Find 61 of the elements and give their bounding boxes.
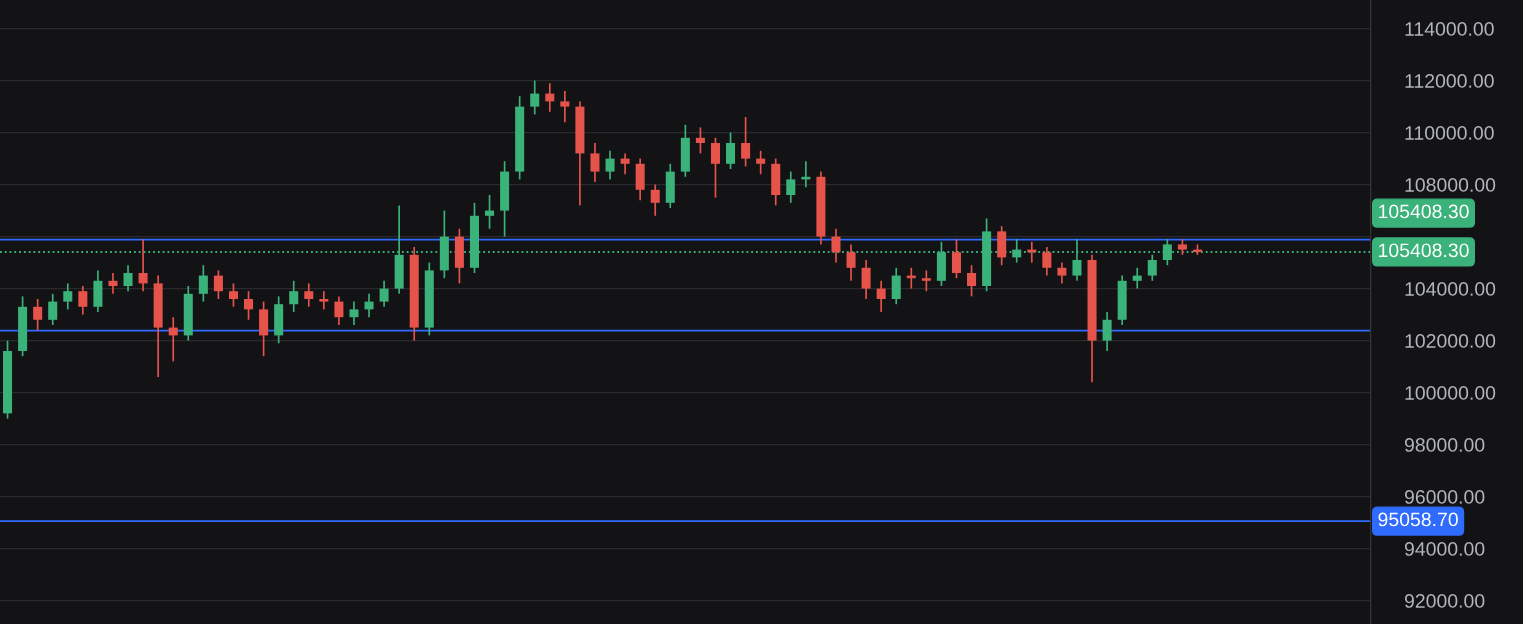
candlestick [710,136,720,199]
candlestick [48,292,58,326]
candlestick [530,79,540,116]
candlestick [861,259,871,300]
y-tick-label: 108000.00 [1405,178,1496,192]
candlestick [123,264,133,293]
candlestick [138,238,148,293]
candlestick [485,194,495,230]
candlestick [620,152,630,176]
candlestick [560,90,570,124]
candlestick [198,264,208,303]
candlestick [921,269,931,293]
candlestick [726,131,736,170]
candlestick [379,279,389,308]
candlestick [244,290,254,321]
candlestick [334,295,344,326]
candlestick [108,272,118,295]
candlestick [304,282,314,308]
y-tick-label: 104000.00 [1405,282,1496,296]
ref-line-label: 95058.70 [1378,512,1458,527]
candlestick [756,149,766,176]
candlestick [605,149,615,181]
candlestick [33,298,43,332]
candlestick [213,269,223,300]
y-tick-label: 102000.00 [1405,334,1496,348]
candlestick [1132,266,1142,290]
candlestick [786,170,796,204]
candlestick [1102,311,1112,352]
y-tick-label: 96000.00 [1404,490,1485,504]
candlestick [63,282,73,311]
candlestick [695,126,705,155]
candlestick [650,183,660,217]
y-tick-label: 114000.00 [1405,22,1494,36]
candlestick [1042,246,1052,277]
candlestick [1147,253,1157,282]
candlestick [876,279,886,313]
candlestick [741,116,751,168]
y-tick-label: 100000.00 [1405,386,1496,400]
y-tick-label: 94000.00 [1404,542,1485,556]
candlestick [590,142,600,183]
candlestick [1057,261,1067,285]
candlestick [319,290,329,311]
y-tick-label: 110000.00 [1405,126,1494,140]
candlestick [349,300,359,326]
candlestick [168,316,178,363]
candlestick [364,292,374,319]
candlestick [1072,238,1082,282]
y-tick-label: 92000.00 [1404,594,1485,608]
candlestick [891,266,901,306]
ref-line-label: 105408.30 [1379,243,1469,258]
candlestick [289,279,299,313]
candlestick [228,282,238,308]
candlestick [831,227,841,264]
y-tick-label: 98000.00 [1404,438,1485,452]
candlestick [545,82,555,113]
candlestick [78,285,88,316]
text: 105408.30 [1379,204,1469,219]
y-tick-label: 112000.00 [1405,74,1494,88]
candlestick [951,238,961,280]
candlestick [846,243,856,282]
candlestick [967,264,977,298]
